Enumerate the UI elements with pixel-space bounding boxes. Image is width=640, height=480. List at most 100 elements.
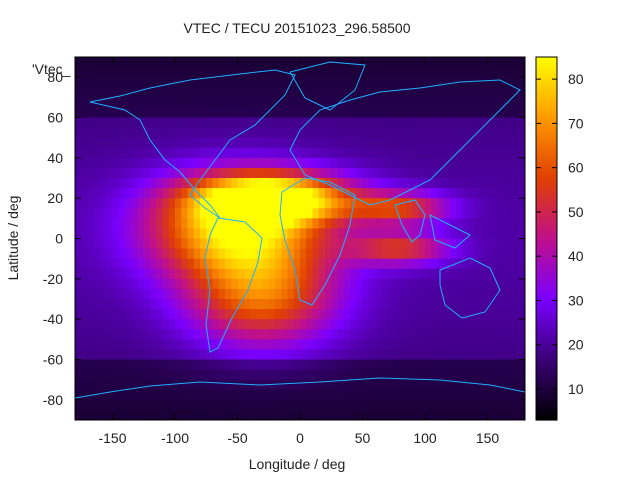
heatmap-cell [506,299,514,310]
heatmap-cell [406,389,414,401]
heatmap-cell [462,67,470,78]
heatmap-cell [250,309,257,320]
heatmap-cell [187,127,195,139]
heatmap-cell [275,258,282,270]
heatmap-cell [212,339,220,351]
heatmap-cell [325,379,332,391]
heatmap-cell [381,127,389,139]
heatmap-cell [500,228,507,240]
heatmap-cell [81,67,89,78]
heatmap-cell [112,117,120,129]
heatmap-cell [418,389,426,401]
heatmap-cell [331,117,339,129]
coastline-greenland [289,61,366,111]
heatmap-cell [100,238,107,250]
heatmap-cell [456,359,464,371]
heatmap-cell [225,258,232,270]
heatmap-cell [512,157,520,169]
heatmap-cell [100,359,107,371]
heatmap-cell [181,57,189,68]
heatmap-cell [225,309,232,320]
heatmap-cell [318,137,326,149]
heatmap-cell [500,409,507,420]
heatmap-cell [456,97,464,109]
heatmap-cell [425,238,432,250]
heatmap-cell [287,409,295,420]
heatmap-cell [381,258,389,270]
heatmap-cell [368,288,376,300]
heatmap-cell [381,218,389,230]
heatmap-cell [193,258,201,270]
heatmap-cell [368,299,376,310]
heatmap-cell [118,117,126,129]
heatmap-cell [125,137,132,149]
heatmap-cell [175,117,182,129]
heatmap-cell [456,107,464,119]
heatmap-cell [450,218,457,230]
heatmap-cell [375,369,382,381]
heatmap-cell [462,127,470,139]
heatmap-cell [331,198,339,209]
heatmap-cell [150,349,157,361]
heatmap-cell [450,57,457,68]
heatmap-cell [150,359,157,371]
heatmap-cell [131,258,139,270]
coastlines [75,61,525,399]
heatmap-cell [500,218,507,230]
heatmap-cell [218,218,226,230]
heatmap-cell [318,167,326,179]
heatmap-cell [137,309,145,320]
heatmap-cell [125,359,132,371]
heatmap-cell [81,389,89,401]
heatmap-cell [462,137,470,149]
heatmap-cell [450,87,457,98]
heatmap-cell [250,188,257,199]
colorbar-segment [536,347,557,352]
heatmap-cell [212,329,220,340]
heatmap-cell [356,399,364,411]
heatmap-cell [387,309,395,320]
heatmap-cell [200,409,207,420]
heatmap-cell [206,167,214,179]
heatmap-cell [337,198,345,209]
heatmap-cell [362,399,370,411]
heatmap-cell [337,157,345,169]
heatmap-cell [475,309,482,320]
heatmap-cell [275,178,282,189]
heatmap-cell [250,238,257,250]
heatmap-cell [206,127,214,139]
heatmap-cell [512,268,520,280]
heatmap-cell [150,339,157,351]
heatmap-cell [193,218,201,230]
heatmap-cell [475,87,482,98]
heatmap-cell [281,369,289,381]
heatmap-cell [412,339,420,351]
heatmap-cell [81,147,89,159]
heatmap-cell [350,399,357,411]
heatmap-cell [481,198,489,209]
heatmap-cell [468,167,476,179]
heatmap-cell [275,137,282,149]
heatmap-cell [187,379,195,391]
heatmap-cell [112,218,120,230]
heatmap-cell [337,399,345,411]
heatmap-cell [325,258,332,270]
heatmap-cell [187,349,195,361]
heatmap-cell [281,309,289,320]
heatmap-cell [468,379,476,391]
heatmap-cell [143,349,151,361]
colorbar-segment [536,181,557,185]
heatmap-cell [181,319,189,330]
heatmap-cell [181,97,189,109]
heatmap-cell [150,137,157,149]
heatmap-cell [250,147,257,159]
colorbar-segment [536,250,557,255]
colorbar-segment [536,232,557,237]
heatmap-cell [300,238,307,250]
heatmap-cell [293,309,301,320]
colorbar-segment [536,193,557,197]
heatmap-cell [406,87,414,98]
heatmap-cell [125,379,132,391]
heatmap-cell [262,107,270,119]
heatmap-cell [125,258,132,270]
